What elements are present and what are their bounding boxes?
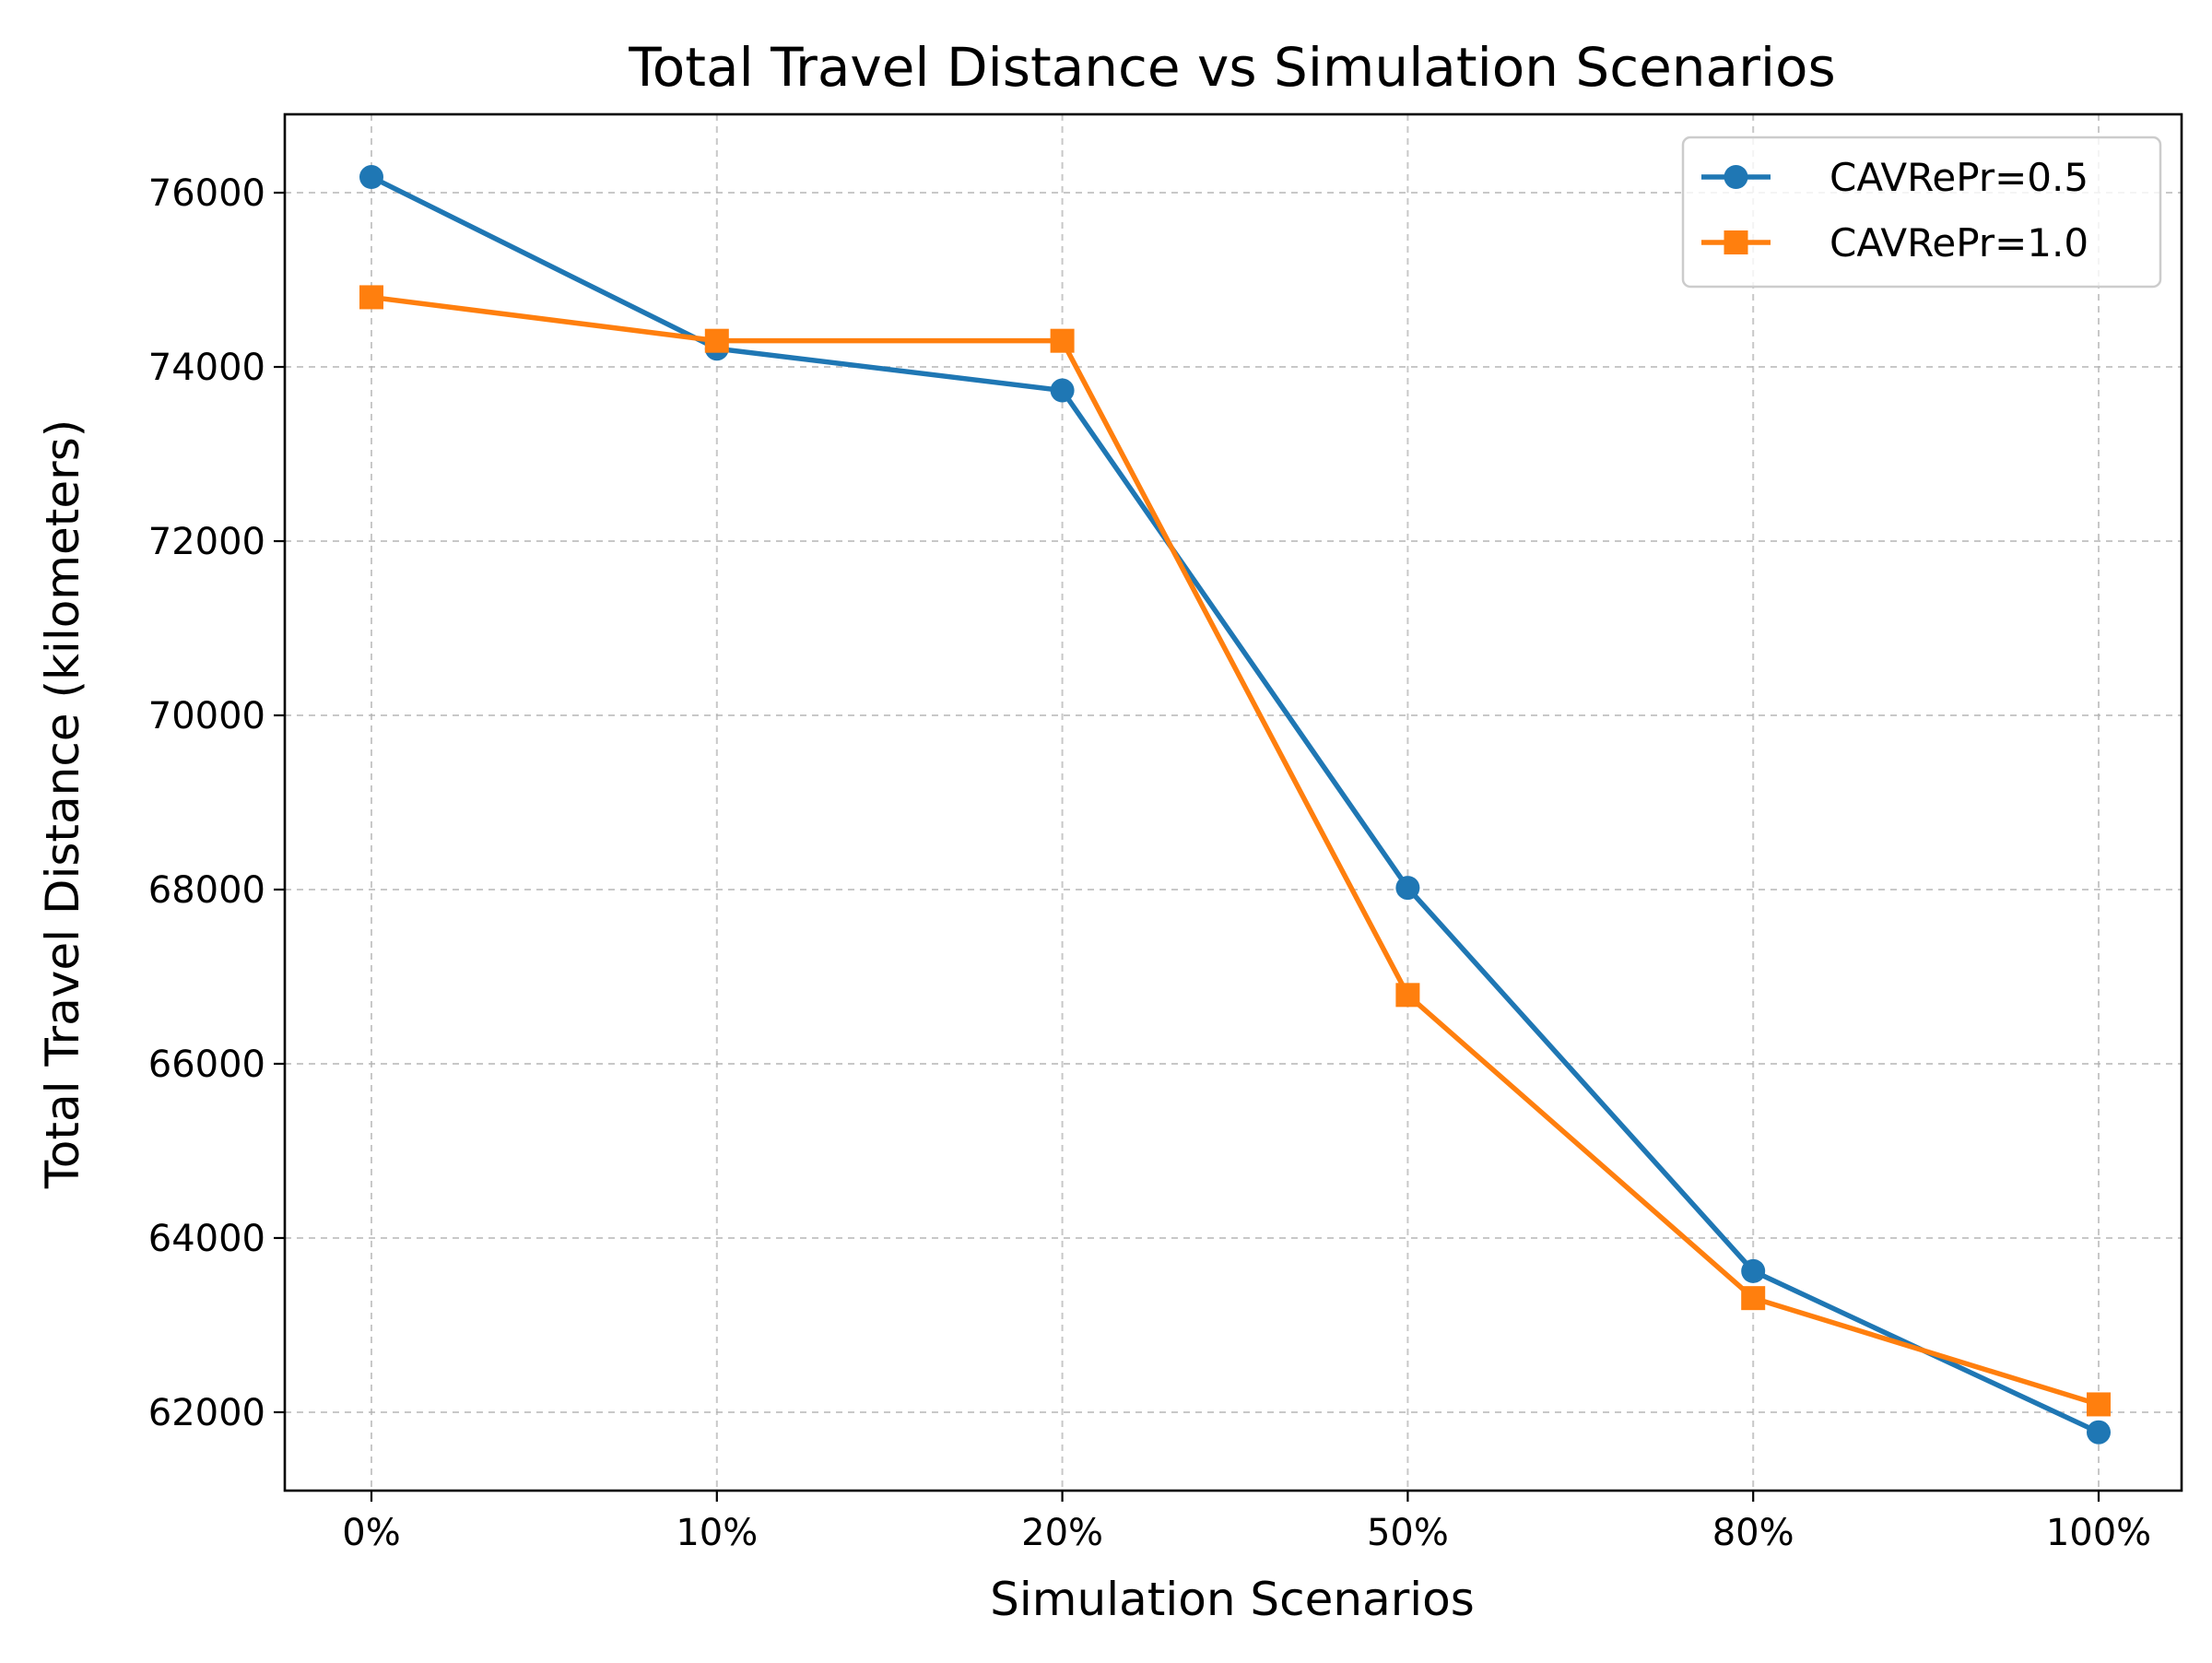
x-tick-label: 50% — [1367, 1512, 1449, 1554]
legend-marker-circle — [1724, 165, 1748, 189]
axis-ticks: 0% 10% 20% 50% 80% 100% 62000 64000 66000 68000 70… — [148, 172, 2151, 1554]
y-tick-label: 72000 — [148, 521, 265, 563]
y-axis-label: Total Travel Distance (kilometers) — [36, 419, 89, 1190]
series-line — [369, 174, 2101, 1435]
x-tick-label: 0% — [342, 1512, 400, 1554]
y-tick-label: 74000 — [148, 347, 265, 389]
legend-box — [1681, 136, 2162, 289]
x-tick-label: 20% — [1021, 1512, 1103, 1554]
legend-item: CAVRePr=1.0 — [1701, 220, 2088, 265]
x-tick-label: 80% — [1712, 1512, 1794, 1554]
legend-label: CAVRePr=1.0 — [1830, 220, 2088, 265]
legend-label: CAVRePr=0.5 — [1830, 155, 2088, 200]
data-point-circle — [1741, 1258, 1766, 1283]
series-2 — [359, 285, 2111, 1417]
y-tick-label: 70000 — [148, 695, 265, 737]
data-point-circle — [1395, 876, 1420, 901]
legend-marker-square — [1724, 230, 1748, 254]
data-point-square — [2087, 1392, 2111, 1417]
y-tick-label: 62000 — [148, 1392, 265, 1434]
data-point-square — [1395, 983, 1420, 1008]
grid-lines — [285, 114, 2182, 1491]
series-1 — [359, 165, 2111, 1445]
data-point-circle — [359, 165, 383, 190]
data-point-circle — [2087, 1420, 2111, 1445]
legend: CAVRePr=0.5 CAVRePr=1.0 — [1681, 136, 2162, 289]
series-lines — [359, 165, 2111, 1445]
y-tick-label: 64000 — [148, 1218, 265, 1260]
data-point-square — [359, 285, 383, 310]
y-tick-label: 66000 — [148, 1044, 265, 1086]
y-tick-label: 68000 — [148, 869, 265, 912]
y-tick-label: 76000 — [148, 172, 265, 215]
data-point-square — [1741, 1286, 1766, 1311]
legend-item: CAVRePr=0.5 — [1701, 155, 2088, 200]
x-tick-label: 10% — [676, 1512, 758, 1554]
x-tick-label: 100% — [2046, 1512, 2151, 1554]
data-point-square — [1050, 328, 1075, 353]
chart-title: Total Travel Distance vs Simulation Scen… — [628, 36, 1836, 99]
series-line — [369, 294, 2101, 1408]
data-point-circle — [1050, 378, 1075, 403]
data-point-square — [704, 328, 729, 353]
plot-frame — [283, 112, 2183, 1492]
x-axis-label: Simulation Scenarios — [990, 1573, 1475, 1626]
